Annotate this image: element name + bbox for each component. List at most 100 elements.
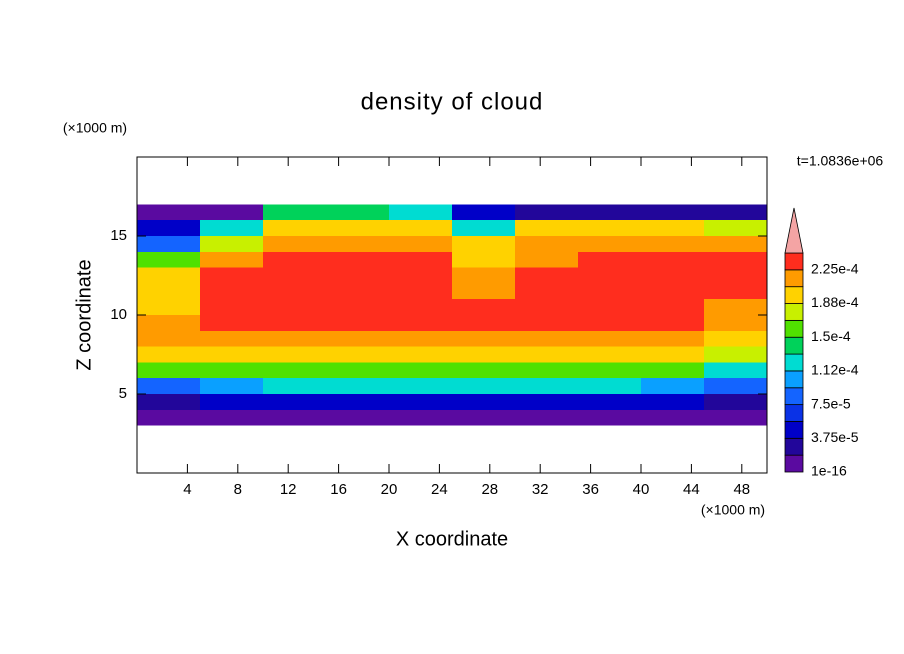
field-cell bbox=[578, 299, 641, 315]
field-cell bbox=[515, 299, 578, 315]
field-cell bbox=[515, 283, 578, 300]
field-cell bbox=[137, 362, 200, 379]
field-cell bbox=[578, 362, 641, 379]
colorbar-band bbox=[784, 353, 804, 372]
field-cell bbox=[263, 236, 326, 252]
field-cell bbox=[452, 315, 515, 331]
field-cell bbox=[641, 394, 704, 410]
field-cell bbox=[515, 267, 578, 284]
field-cell bbox=[137, 409, 200, 426]
field-cell bbox=[263, 315, 326, 331]
field-cell bbox=[704, 251, 767, 268]
field-cell bbox=[704, 299, 767, 315]
field-cell bbox=[452, 267, 515, 284]
field-cell bbox=[200, 299, 263, 315]
field-cell bbox=[263, 220, 326, 236]
field-cell bbox=[515, 394, 578, 410]
field-cell bbox=[389, 299, 452, 315]
field-cell bbox=[389, 362, 452, 379]
colorbar-extend bbox=[784, 207, 804, 254]
field-cell bbox=[578, 220, 641, 236]
field-cell bbox=[389, 394, 452, 410]
field-cell bbox=[704, 267, 767, 284]
field-cell bbox=[137, 251, 200, 268]
field-cell bbox=[515, 330, 578, 347]
field-cell bbox=[137, 315, 200, 331]
field-cell bbox=[452, 409, 515, 426]
field-cell bbox=[641, 236, 704, 252]
colorbar-band bbox=[784, 252, 804, 271]
field-cell bbox=[200, 378, 263, 394]
x-tick-label: 16 bbox=[330, 481, 347, 498]
field-cell bbox=[137, 299, 200, 315]
colorbar-band bbox=[784, 336, 804, 355]
field-cell bbox=[704, 378, 767, 394]
field-cell bbox=[452, 204, 515, 221]
colorbar-tick-label: 2.25e-4 bbox=[811, 261, 859, 277]
field-cell bbox=[704, 362, 767, 379]
field-cell bbox=[137, 220, 200, 236]
x-tick-label: 4 bbox=[183, 481, 191, 498]
field-cell bbox=[578, 330, 641, 347]
field-cell bbox=[452, 330, 515, 347]
field-cell bbox=[200, 330, 263, 347]
field-cell bbox=[389, 283, 452, 300]
field-cell bbox=[578, 409, 641, 426]
field-cell bbox=[326, 299, 389, 315]
field-cell bbox=[641, 251, 704, 268]
field-cell bbox=[263, 251, 326, 268]
colorbar-band bbox=[784, 303, 804, 321]
field-cell bbox=[263, 394, 326, 410]
field-cell bbox=[704, 315, 767, 331]
field-cell bbox=[704, 394, 767, 410]
field-cell bbox=[137, 330, 200, 347]
field-cell bbox=[389, 236, 452, 252]
colorbar-tick-label: 1.88e-4 bbox=[811, 294, 859, 310]
x-unit-label: (×1000 m) bbox=[701, 502, 765, 518]
x-axis-label: X coordinate bbox=[396, 528, 508, 550]
field-cell bbox=[200, 251, 263, 268]
field-cell bbox=[389, 204, 452, 221]
field-cell bbox=[515, 251, 578, 268]
field-cell bbox=[326, 362, 389, 379]
field-cell bbox=[578, 378, 641, 394]
colorbar-tick-label: 3.75e-5 bbox=[811, 429, 859, 445]
field-cell bbox=[200, 283, 263, 300]
field-cell bbox=[515, 346, 578, 363]
field-cell bbox=[137, 204, 200, 221]
field-cell bbox=[326, 346, 389, 363]
colorbar-band bbox=[784, 454, 804, 473]
field-cell bbox=[326, 204, 389, 221]
field-cell bbox=[200, 220, 263, 236]
field-cell bbox=[515, 236, 578, 252]
colorbar-band bbox=[784, 370, 804, 389]
field-cell bbox=[389, 315, 452, 331]
field-cell bbox=[515, 315, 578, 331]
field-cell bbox=[389, 251, 452, 268]
colorbar-band bbox=[784, 404, 804, 422]
field-cell bbox=[578, 394, 641, 410]
x-tick-label: 12 bbox=[280, 481, 297, 498]
field-cell bbox=[200, 315, 263, 331]
field-cell bbox=[326, 220, 389, 236]
field-cell bbox=[641, 267, 704, 284]
field-cell bbox=[704, 346, 767, 363]
field-cell bbox=[389, 346, 452, 363]
field-cell bbox=[452, 283, 515, 300]
y-unit-label: (×1000 m) bbox=[63, 120, 127, 136]
field-cell bbox=[641, 330, 704, 347]
y-tick-label: 15 bbox=[110, 227, 127, 244]
x-tick-label: 36 bbox=[582, 481, 599, 498]
x-tick-label: 24 bbox=[431, 481, 448, 498]
y-axis-label: Z coordinate bbox=[73, 259, 95, 370]
colorbar-band bbox=[784, 319, 804, 338]
field-cell bbox=[452, 378, 515, 394]
field-cell bbox=[263, 362, 326, 379]
field-cell bbox=[326, 283, 389, 300]
field-cell bbox=[704, 204, 767, 221]
field-cell bbox=[263, 283, 326, 300]
x-tick-label: 8 bbox=[234, 481, 242, 498]
colorbar-band bbox=[784, 286, 804, 304]
field-cell bbox=[641, 315, 704, 331]
